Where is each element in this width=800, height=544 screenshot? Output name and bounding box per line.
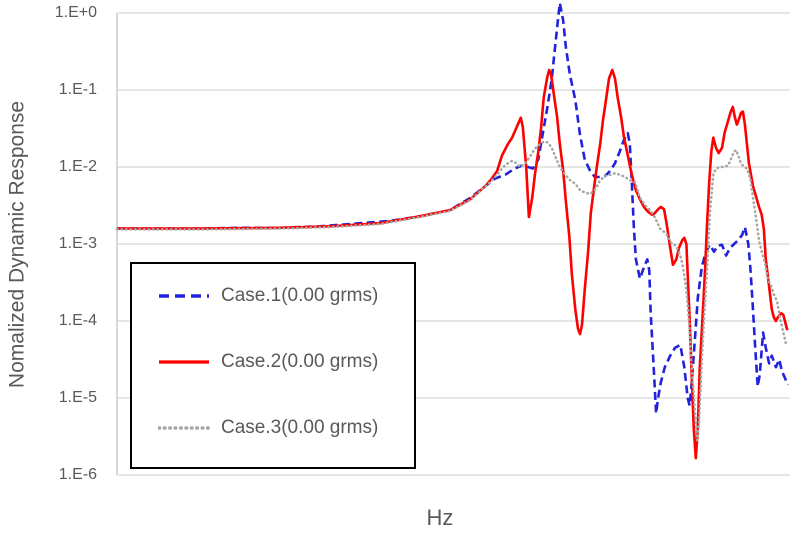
- legend-line-sample-case3: [158, 426, 210, 430]
- y-tick-label: 1.E-4: [58, 312, 97, 329]
- legend-item-case3: Case.3(0.00 grms): [158, 417, 414, 439]
- y-tick-label: 1.E-5: [58, 389, 97, 406]
- y-tick-label: 1.E-3: [58, 235, 97, 252]
- legend-label-case1: Case.1(0.00 grms): [221, 285, 379, 306]
- series-line-case3: [115, 140, 788, 442]
- series-line-case2: [117, 68, 789, 460]
- legend-item-case1: Case.1(0.00 grms): [158, 285, 414, 307]
- y-tick-label: 1.E-6: [58, 466, 97, 483]
- legend-label-case3: Case.3(0.00 grms): [221, 417, 379, 438]
- legend-line-sample-case1: [159, 294, 209, 298]
- x-axis-title: Hz: [426, 505, 454, 530]
- y-tick-label: 1.E-2: [58, 158, 97, 175]
- y-tick-label: 1.E+0: [54, 4, 97, 21]
- legend-item-case2: Case.2(0.00 grms): [158, 351, 414, 373]
- legend: Case.1(0.00 grms) Case.2(0.00 grms) Case…: [130, 262, 416, 469]
- y-axis-tick-labels: 1.E+0 1.E-1 1.E-2 1.E-3 1.E-4 1.E-5 1.E-6: [0, 0, 103, 544]
- legend-line-sample-case2: [159, 360, 209, 364]
- y-tick-label: 1.E-1: [58, 81, 97, 98]
- legend-label-case2: Case.2(0.00 grms): [221, 351, 379, 372]
